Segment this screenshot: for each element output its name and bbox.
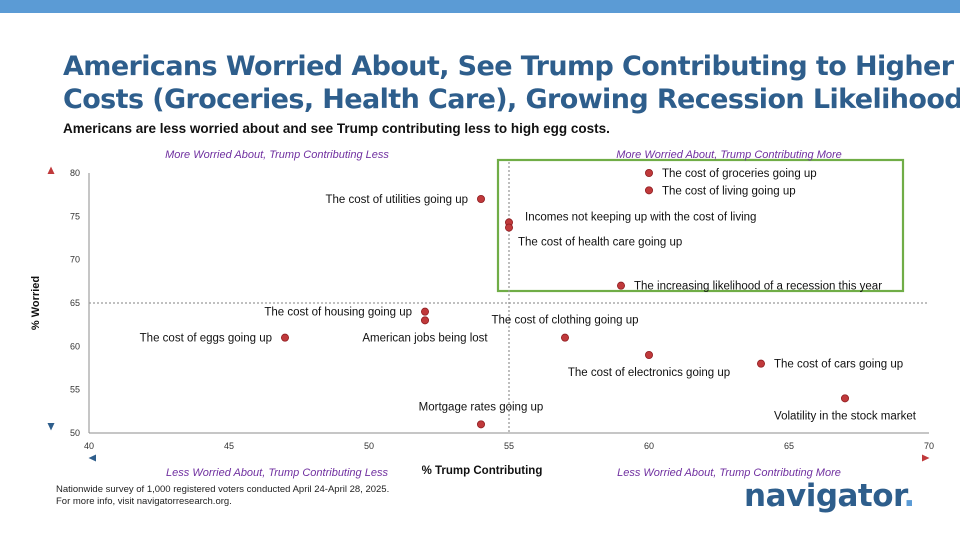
quadrant-label-top-right: More Worried About, Trump Contributing M… xyxy=(616,149,842,161)
y-tick-label: 55 xyxy=(70,385,80,395)
logo-wordmark: navigator xyxy=(744,478,904,514)
data-point-label: American jobs being lost xyxy=(362,332,488,344)
data-point-label: The cost of eggs going up xyxy=(140,333,272,345)
data-point xyxy=(757,359,766,368)
y-tick-label: 75 xyxy=(70,211,80,221)
quadrant-label-bottom-right: Less Worried About, Trump Contributing M… xyxy=(617,467,841,479)
x-tick-label: 50 xyxy=(364,441,374,451)
page-title-line-2: Costs (Groceries, Health Care), Growing … xyxy=(63,84,960,115)
y-tick-label: 50 xyxy=(70,428,80,438)
data-point-label: The cost of health care going up xyxy=(518,237,682,249)
logo-dot: . xyxy=(903,478,915,514)
data-point-label: The cost of housing going up xyxy=(264,307,412,319)
page-title: Americans Worried About, See Trump Contr… xyxy=(63,50,960,116)
data-point-label: The cost of electronics going up xyxy=(568,367,730,379)
data-point xyxy=(561,333,570,342)
data-point xyxy=(280,333,289,342)
footnote-survey: Nationwide survey of 1,000 registered vo… xyxy=(56,484,390,495)
data-point-label: Incomes not keeping up with the cost of … xyxy=(525,211,756,223)
page-title-line-1: Americans Worried About, See Trump Contr… xyxy=(63,51,954,82)
data-point xyxy=(645,350,654,359)
data-point-label: The cost of utilities going up xyxy=(325,194,468,206)
data-point-label: The increasing likelihood of a recession… xyxy=(634,281,882,293)
data-point xyxy=(645,168,654,177)
y-tick-label: 60 xyxy=(70,341,80,351)
x-tick-label: 55 xyxy=(504,441,514,451)
data-point xyxy=(476,420,485,429)
x-tick-label: 45 xyxy=(224,441,234,451)
quadrant-label-bottom-left: Less Worried About, Trump Contributing L… xyxy=(166,467,388,479)
data-point-label: The cost of cars going up xyxy=(774,359,903,371)
data-point xyxy=(476,194,485,203)
data-point xyxy=(420,316,429,325)
highlight-box xyxy=(496,158,905,293)
y-tick-label: 65 xyxy=(70,298,80,308)
x-axis-title: % Trump Contributing xyxy=(422,465,543,477)
y-tick-label: 80 xyxy=(70,168,80,178)
data-point-label: Volatility in the stock market xyxy=(774,410,917,422)
data-point-label: The cost of living going up xyxy=(662,185,796,197)
data-point xyxy=(645,186,654,195)
data-point-label: The cost of clothing going up xyxy=(491,315,638,327)
x-tick-label: 70 xyxy=(924,441,934,451)
footnote: Nationwide survey of 1,000 registered vo… xyxy=(56,484,389,508)
x-tick-label: 40 xyxy=(84,441,94,451)
footnote-more-info: For more info, visit navigatorresearch.o… xyxy=(56,496,232,507)
top-banner-bar xyxy=(0,0,960,13)
data-point-label: The cost of groceries going up xyxy=(662,168,817,180)
navigator-logo: navigator. xyxy=(744,478,915,514)
data-point xyxy=(841,394,850,403)
data-point-label: Mortgage rates going up xyxy=(419,401,544,413)
y-axis-title: % Worried xyxy=(30,276,42,330)
data-point xyxy=(617,281,626,290)
x-tick-label: 60 xyxy=(644,441,654,451)
data-point xyxy=(504,223,513,232)
y-tick-label: 70 xyxy=(70,255,80,265)
quadrant-label-top-left: More Worried About, Trump Contributing L… xyxy=(165,149,389,161)
x-tick-label: 65 xyxy=(784,441,794,451)
data-point xyxy=(420,307,429,316)
page-subtitle: Americans are less worried about and see… xyxy=(63,121,610,136)
